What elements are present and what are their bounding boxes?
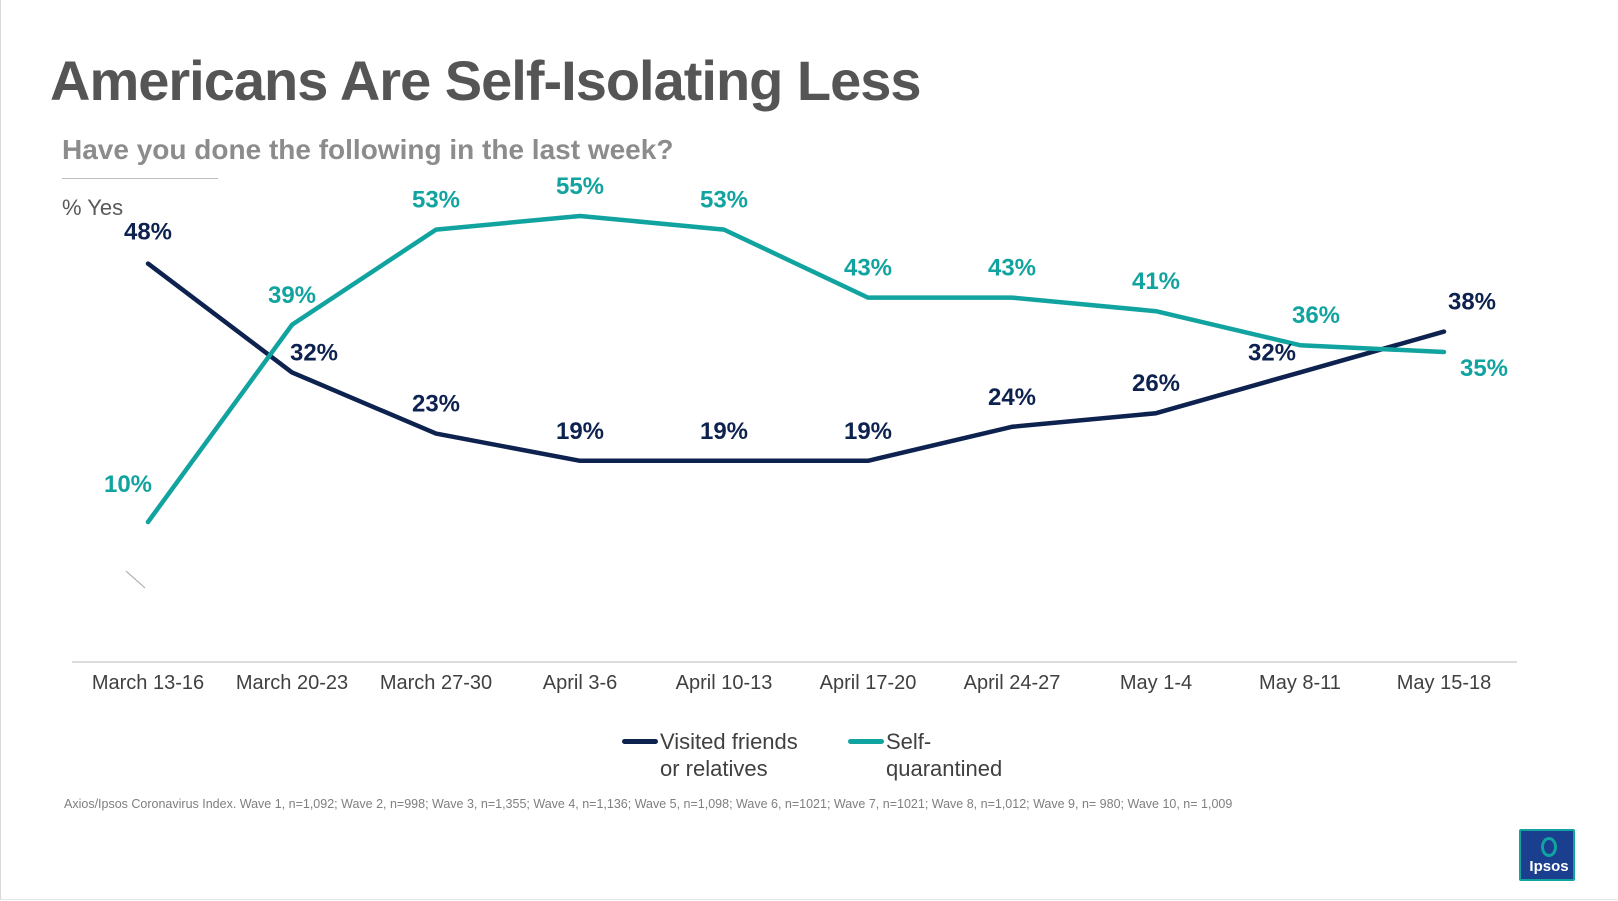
data-label: 38%	[1448, 289, 1496, 316]
legend-label-visited-line1: Visited friends	[660, 729, 798, 754]
data-label: 32%	[290, 339, 338, 366]
x-tick-label: April 17-20	[820, 672, 917, 694]
data-label: 43%	[988, 255, 1036, 282]
data-label: 53%	[700, 187, 748, 214]
x-tick-label: April 24-27	[964, 672, 1061, 694]
data-label: 35%	[1460, 355, 1508, 382]
data-label: 53%	[412, 187, 460, 214]
data-label: 26%	[1132, 370, 1180, 397]
legend-swatch-quarantined	[848, 739, 884, 744]
data-label: 39%	[268, 282, 316, 309]
unit-label: % Yes	[62, 195, 124, 220]
series-line-1	[145, 213, 1447, 525]
x-tick-label: May 1-4	[1120, 672, 1192, 694]
line-chart: March 13-16 March 20-23 March 27-30 April 3…	[72, 173, 1517, 694]
data-label: 32%	[1248, 339, 1296, 366]
legend-label-visited-line2: or relatives	[660, 756, 768, 781]
x-tick-label: March 27-30	[380, 672, 492, 694]
x-tick-label: March 20-23	[236, 672, 348, 694]
data-label: 55%	[556, 173, 604, 200]
legend-swatch-visited	[622, 739, 658, 744]
data-label: 10%	[104, 471, 152, 498]
x-tick-label: March 13-16	[92, 672, 204, 694]
x-tick-label: April 3-6	[543, 672, 617, 694]
data-label: 36%	[1292, 302, 1340, 329]
data-label: 43%	[844, 255, 892, 282]
series-line-0	[145, 261, 1447, 464]
data-label: 41%	[1132, 268, 1180, 295]
ipsos-logo: Ipsos	[1519, 829, 1575, 881]
data-label: 19%	[556, 418, 604, 445]
legend-label-quarantined-line2: quarantined	[886, 756, 1003, 781]
label-leader-line	[125, 570, 146, 589]
x-tick-label: May 15-18	[1397, 672, 1492, 694]
ipsos-logo-text: Ipsos	[1529, 858, 1569, 875]
x-tick-label: May 8-11	[1259, 672, 1341, 694]
footnote: Axios/Ipsos Coronavirus Index. Wave 1, n…	[64, 797, 1233, 811]
chart-subtitle: Have you done the following in the last …	[62, 134, 674, 165]
subtitle-divider	[62, 178, 218, 179]
data-label: 19%	[700, 418, 748, 445]
data-label: 19%	[844, 418, 892, 445]
data-label: 24%	[988, 384, 1036, 411]
page-title: Americans Are Self-Isolating Less	[50, 49, 922, 112]
ipsos-logo-icon	[1541, 837, 1557, 857]
legend-label-quarantined-line1: Self-	[886, 729, 932, 754]
x-tick-label: April 10-13	[676, 672, 773, 694]
data-label: 23%	[412, 391, 460, 418]
data-label: 48%	[124, 219, 172, 246]
